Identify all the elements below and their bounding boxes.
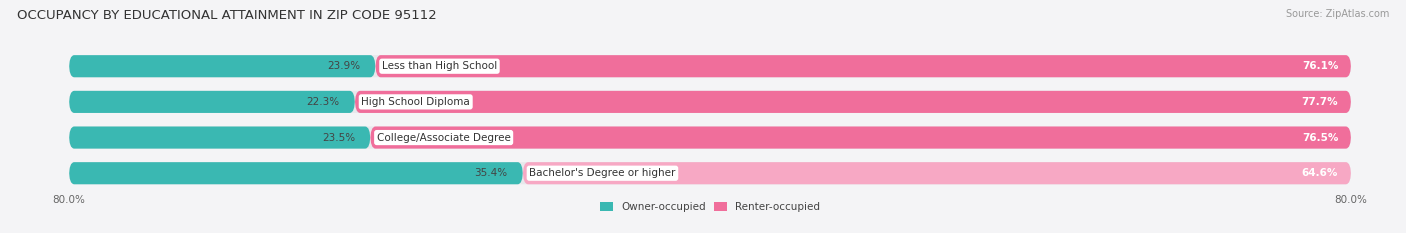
Text: High School Diploma: High School Diploma <box>361 97 470 107</box>
Text: 23.9%: 23.9% <box>328 61 360 71</box>
Text: College/Associate Degree: College/Associate Degree <box>377 133 510 143</box>
Text: 35.4%: 35.4% <box>474 168 508 178</box>
Text: 76.5%: 76.5% <box>1302 133 1339 143</box>
Text: 77.7%: 77.7% <box>1302 97 1339 107</box>
FancyBboxPatch shape <box>69 162 523 184</box>
Text: 76.1%: 76.1% <box>1302 61 1339 71</box>
FancyBboxPatch shape <box>69 91 1351 113</box>
Text: Bachelor's Degree or higher: Bachelor's Degree or higher <box>529 168 676 178</box>
Text: 22.3%: 22.3% <box>307 97 340 107</box>
FancyBboxPatch shape <box>354 91 1351 113</box>
Text: Less than High School: Less than High School <box>382 61 498 71</box>
Text: 23.5%: 23.5% <box>322 133 354 143</box>
Text: Source: ZipAtlas.com: Source: ZipAtlas.com <box>1285 9 1389 19</box>
Text: OCCUPANCY BY EDUCATIONAL ATTAINMENT IN ZIP CODE 95112: OCCUPANCY BY EDUCATIONAL ATTAINMENT IN Z… <box>17 9 437 22</box>
FancyBboxPatch shape <box>370 127 1351 149</box>
FancyBboxPatch shape <box>69 127 1351 149</box>
FancyBboxPatch shape <box>69 55 1351 77</box>
FancyBboxPatch shape <box>69 162 1351 184</box>
Text: 64.6%: 64.6% <box>1302 168 1339 178</box>
FancyBboxPatch shape <box>375 55 1351 77</box>
FancyBboxPatch shape <box>69 127 370 149</box>
FancyBboxPatch shape <box>69 91 354 113</box>
Legend: Owner-occupied, Renter-occupied: Owner-occupied, Renter-occupied <box>600 202 820 212</box>
FancyBboxPatch shape <box>69 55 375 77</box>
FancyBboxPatch shape <box>523 162 1351 184</box>
